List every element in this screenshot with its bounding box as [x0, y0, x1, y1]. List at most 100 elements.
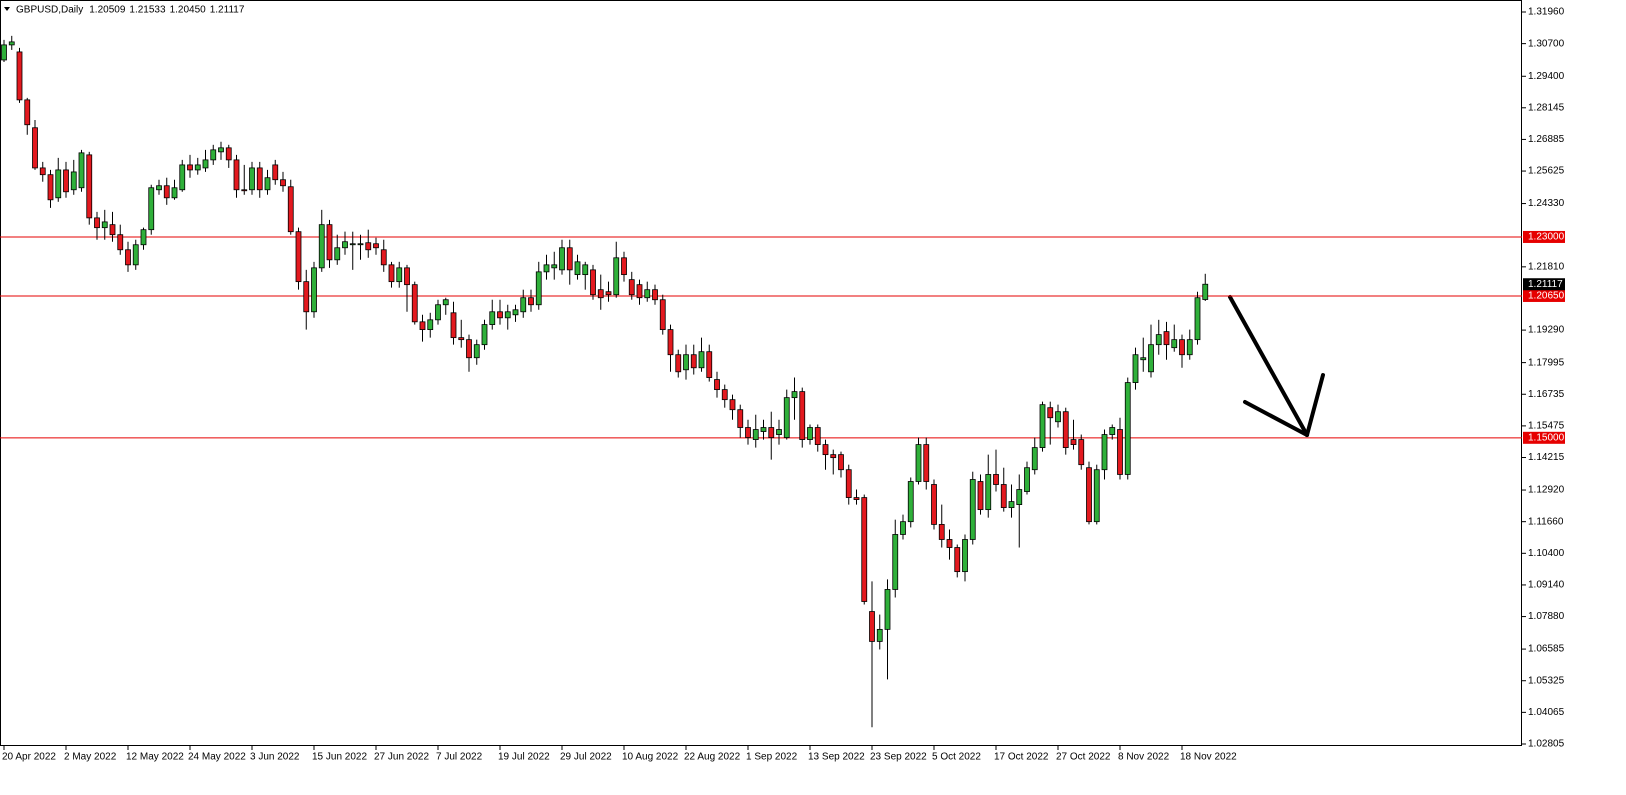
candle-body [264, 177, 271, 191]
candle-body [249, 167, 255, 191]
candle-body [1124, 382, 1131, 475]
candle-body [1155, 334, 1162, 346]
x-tick-label: 29 Jul 2022 [560, 752, 612, 763]
header-icon [4, 7, 10, 11]
candle-body [1, 44, 7, 61]
candle-body [923, 444, 930, 482]
candle-body [202, 159, 209, 169]
candle-body [171, 187, 178, 199]
candle-body [179, 164, 186, 191]
candle-body [644, 289, 651, 299]
y-tick-label: 1.11660 [1528, 516, 1564, 527]
x-tick-label: 24 May 2022 [188, 752, 246, 763]
candle-body [380, 249, 387, 266]
candle-body [295, 231, 302, 283]
candle-body [489, 311, 496, 325]
candle-body [590, 269, 596, 296]
candle-body [435, 304, 441, 321]
y-tick-label: 1.21810 [1528, 261, 1565, 272]
candle-body [907, 481, 914, 523]
candle-body [969, 479, 976, 540]
candle-body [1140, 357, 1147, 361]
x-tick-label: 3 Jun 2022 [250, 752, 300, 763]
candle-body [86, 154, 93, 219]
candle-body [481, 324, 488, 346]
candle-body [365, 242, 372, 251]
candle-body [39, 167, 46, 176]
candle-body [1101, 434, 1108, 471]
candle-body [411, 284, 418, 323]
candle-body [814, 427, 821, 445]
candle-body [1062, 411, 1069, 449]
candle-body [869, 611, 875, 642]
candle-body [311, 267, 317, 313]
candle-body [140, 229, 147, 246]
candle-body [504, 311, 511, 319]
x-tick-label: 23 Sep 2022 [870, 752, 927, 763]
candle-body [962, 539, 968, 573]
candle-body [349, 243, 356, 246]
candle-body [280, 179, 286, 187]
candle-body [853, 497, 860, 500]
candle-body [473, 344, 480, 359]
candle-body [1202, 283, 1209, 300]
x-tick-label: 17 Oct 2022 [994, 752, 1049, 763]
candle-body [652, 289, 658, 301]
chart-title: GBPUSD,Daily [16, 5, 83, 16]
x-tick-label: 8 Nov 2022 [1118, 752, 1170, 763]
candle-body [737, 409, 744, 428]
plot-frame [0, 0, 1522, 746]
candle-body [1086, 467, 1092, 523]
candle-body [287, 186, 294, 233]
y-tick-label: 1.24330 [1528, 198, 1565, 209]
candle-body [187, 164, 193, 171]
candle-body [125, 249, 131, 266]
candle-body [241, 189, 248, 192]
candle-body [16, 51, 23, 101]
candle-body [24, 99, 31, 126]
y-tick-label: 1.25625 [1528, 166, 1565, 177]
candle-body [458, 337, 465, 341]
candle-body [1163, 331, 1170, 346]
y-tick-label: 1.29400 [1528, 71, 1565, 82]
candle-body [845, 469, 852, 498]
candle-body [659, 299, 666, 331]
y-tick-label: 1.16735 [1528, 389, 1565, 400]
arrow-shaft [1228, 295, 1309, 437]
candle-body [194, 164, 201, 171]
candle-body [582, 264, 589, 276]
candle-body [1093, 469, 1100, 523]
candle-body [884, 589, 891, 630]
candle-body [636, 284, 643, 299]
candle-body [528, 297, 534, 306]
x-tick-label: 13 Sep 2022 [808, 752, 865, 763]
candle-body [47, 174, 54, 201]
y-tick-label: 1.04065 [1528, 707, 1565, 718]
y-tick-label: 1.05325 [1528, 675, 1565, 686]
candle-body [791, 391, 798, 399]
candle-body [8, 41, 15, 46]
y-tick-label: 1.10400 [1528, 548, 1565, 559]
x-tick-label: 20 Apr 2022 [2, 752, 56, 763]
candle-body [520, 297, 527, 313]
candle-body [233, 159, 240, 191]
candle-body [1000, 484, 1007, 509]
candle-body [357, 243, 364, 246]
y-tick-label: 1.26885 [1528, 134, 1565, 145]
candle-body [946, 539, 953, 548]
price-tag [1523, 278, 1565, 291]
x-tick-label: 2 May 2022 [64, 752, 117, 763]
candle-body [783, 397, 790, 438]
candle-body [551, 264, 558, 269]
candle-body [1194, 297, 1201, 341]
y-tick-label: 1.07880 [1528, 611, 1565, 622]
x-tick-label: 10 Aug 2022 [622, 752, 679, 763]
candle-body [683, 354, 689, 371]
candle-body [985, 474, 992, 511]
candle-body [776, 429, 782, 435]
candle-body [931, 484, 937, 525]
candle-body [342, 241, 348, 249]
candle-body [1109, 427, 1116, 435]
candle-body [1179, 339, 1185, 356]
